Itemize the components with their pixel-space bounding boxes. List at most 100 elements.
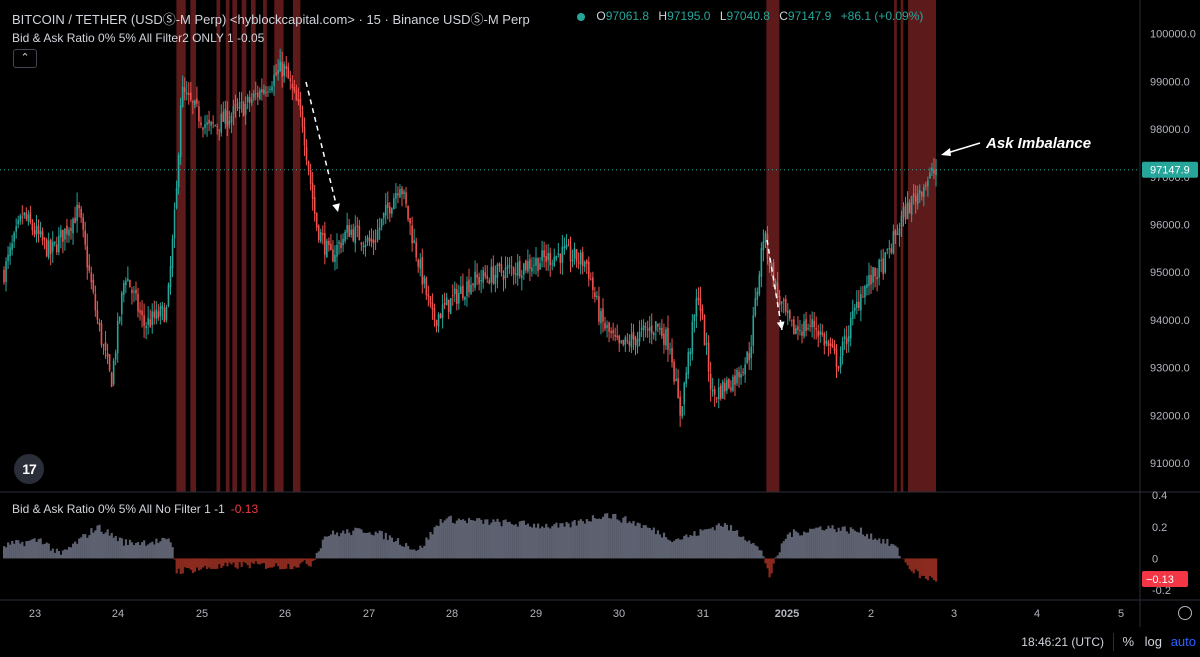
candle-body [813, 320, 815, 328]
candle-body [415, 242, 417, 258]
ratio-bar [932, 558, 936, 581]
ratio-bar [565, 521, 568, 559]
ratio-bar [539, 528, 542, 559]
ratio-bar [689, 535, 692, 559]
candle-body [490, 266, 493, 283]
ask-imbalance-zone [216, 0, 221, 492]
utc-clock[interactable]: 18:46:21 (UTC) [1021, 635, 1104, 649]
ratio-bar [693, 531, 696, 559]
candle-body [230, 115, 233, 123]
candle-body [900, 216, 903, 227]
candle-body [577, 262, 580, 264]
ratio-bar [472, 520, 475, 559]
candle-body [504, 267, 507, 278]
ratio-bar [823, 530, 826, 559]
ratio-bar [199, 558, 203, 570]
candle-body [520, 275, 523, 279]
candle-body [797, 326, 799, 331]
candle-body [458, 292, 460, 304]
ratio-bar [786, 534, 789, 559]
ratio-bar [7, 542, 10, 559]
ratio-bar [762, 556, 765, 559]
indicator-bottom-label[interactable]: Bid & Ask Ratio 0% 5% All No Filter 1 -1… [12, 502, 258, 516]
candle-body [74, 217, 76, 223]
ratio-bar [70, 547, 73, 559]
candle-body [545, 256, 547, 262]
candle-body [169, 266, 172, 288]
time-tick-label: 23 [29, 608, 41, 620]
percent-scale-button[interactable]: % [1122, 634, 1134, 649]
ratio-bar [342, 530, 345, 559]
candle-body [652, 332, 655, 336]
ratio-bar [327, 535, 331, 559]
indicator-top-label[interactable]: Bid & Ask Ratio 0% 5% All Filter2 ONLY 1… [12, 31, 265, 45]
ratio-bar [82, 534, 85, 559]
candle-body [263, 89, 265, 94]
ratio-bar [455, 520, 459, 559]
candle-body [25, 212, 28, 219]
candle-body [19, 215, 22, 222]
ratio-bar [49, 550, 52, 559]
candle-body [76, 204, 78, 221]
candle-body [884, 252, 887, 273]
ratio-bar [474, 520, 477, 559]
candle-body [845, 338, 848, 345]
ratio-bar [386, 540, 389, 559]
ratio-bar [98, 524, 101, 559]
ratio-bar [624, 516, 627, 559]
candle-body [11, 243, 13, 250]
candle-body [437, 314, 440, 327]
ratio-bar [766, 558, 769, 569]
trend-arrow [766, 239, 783, 331]
candle-body [620, 340, 623, 343]
candle-body [192, 101, 194, 103]
candle-body [13, 232, 15, 242]
candle-body [691, 321, 694, 354]
ratio-bar [169, 542, 172, 559]
candle-body [896, 233, 899, 235]
candle-body [226, 110, 229, 127]
ratio-bar [534, 527, 538, 559]
candle-body [200, 122, 202, 126]
candle-body [29, 212, 32, 223]
ratio-bar [173, 558, 176, 560]
candle-body [732, 376, 734, 391]
candle-body [837, 366, 840, 369]
candle-body [648, 327, 651, 332]
auto-scale-button[interactable]: auto [1170, 634, 1196, 649]
candle-body [602, 308, 604, 322]
candle-body [405, 192, 407, 204]
candle-body [307, 161, 310, 171]
ratio-bar [189, 558, 193, 570]
candle-body [657, 323, 659, 327]
candle-body [145, 326, 147, 329]
candle-body [58, 235, 60, 253]
candle-body [204, 124, 206, 128]
candle-body [795, 328, 797, 335]
candle-body [640, 328, 643, 330]
candle-body [715, 397, 718, 399]
candle-body [500, 264, 503, 274]
log-scale-button[interactable]: log [1144, 634, 1162, 649]
ratio-bar [201, 558, 205, 568]
candle-body [401, 188, 403, 195]
candle-body [508, 265, 511, 267]
collapse-chevron-icon[interactable]: ⌃ [13, 49, 37, 68]
ratio-bar [669, 540, 672, 559]
close-key: C [779, 9, 788, 23]
candle-body [344, 231, 346, 242]
candle-body [165, 306, 168, 320]
ratio-current-badge [1142, 571, 1188, 588]
ratio-bar [599, 519, 603, 559]
price-tick-label: 93000.0 [1150, 363, 1190, 375]
ratio-bar [368, 532, 371, 559]
symbol-title[interactable]: BITCOIN / TETHER (USDⓈ-M Perp) <hyblockc… [12, 12, 530, 27]
time-tick-label: 2025 [775, 608, 799, 620]
gear-icon[interactable] [1178, 606, 1192, 620]
ratio-bar [143, 540, 146, 559]
candle-body [535, 258, 537, 266]
candle-body [492, 266, 495, 284]
tradingview-logo[interactable]: 17 [14, 454, 44, 484]
candle-body [159, 306, 162, 317]
